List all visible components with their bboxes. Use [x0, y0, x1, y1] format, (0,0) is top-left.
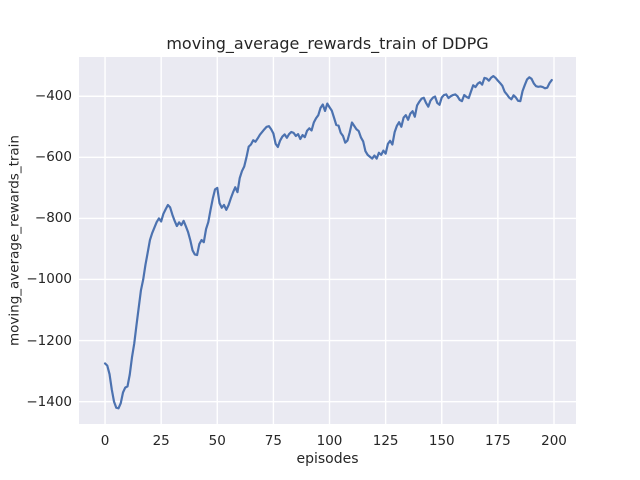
x-tick-label: 125	[372, 433, 399, 449]
x-tick-label: 100	[316, 433, 343, 449]
x-tick-label: 25	[152, 433, 170, 449]
x-tick-label: 75	[264, 433, 282, 449]
x-tick-label: 50	[208, 433, 226, 449]
x-tick-label: 0	[100, 433, 110, 449]
y-tick-label: −1400	[26, 393, 72, 410]
chart-title: moving_average_rewards_train of DDPG	[166, 34, 489, 53]
y-axis-label: moving_average_rewards_train	[6, 135, 23, 347]
x-tick-label: 200	[541, 433, 567, 449]
y-tick-label: −1200	[26, 332, 72, 349]
x-tick-label: 150	[428, 433, 455, 449]
y-tick-label: −1000	[26, 271, 72, 288]
line-chart-svg	[79, 57, 576, 424]
x-tick-label: 175	[484, 433, 511, 449]
reward-line-group	[103, 74, 553, 410]
reward-line	[103, 74, 553, 410]
plot-area	[79, 57, 576, 424]
y-tick-label: −400	[34, 88, 72, 105]
y-tick-label: −600	[34, 149, 72, 166]
x-axis-label: episodes	[296, 451, 359, 467]
grid-lines	[79, 57, 576, 424]
y-tick-label: −800	[34, 210, 72, 227]
